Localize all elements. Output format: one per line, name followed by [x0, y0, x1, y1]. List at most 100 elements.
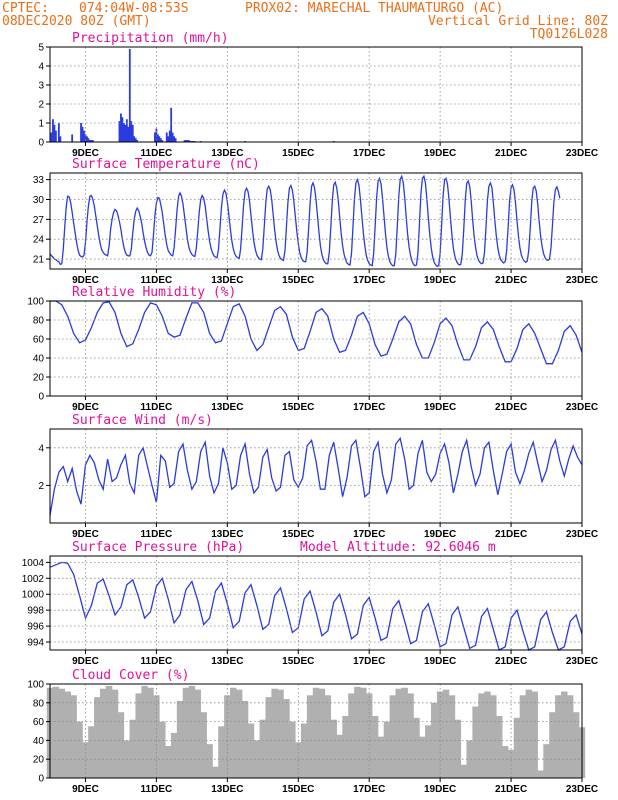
cloud-cover-bar [419, 736, 426, 778]
wind-xtick-label: 9DEC [72, 529, 99, 540]
cloud-cover-bar [561, 691, 568, 778]
cloud-cover-bar [141, 685, 148, 778]
precip-bar [168, 130, 171, 142]
precip-bar [83, 130, 85, 142]
precip-bar [55, 130, 57, 142]
cloud-cover-bar [176, 700, 184, 778]
header-station: PROX02: MARECHAL THAUMATURGO (AC) [245, 1, 503, 16]
wind-xtick-label: 15DEC [282, 529, 314, 540]
precip-bar [53, 124, 56, 142]
wind-ytick-label: 4 [38, 443, 44, 454]
cloud-title: Cloud Cover (%) [72, 668, 189, 683]
cloud-cover-bar [300, 723, 308, 778]
cloud-cover-bar [519, 695, 527, 778]
precip-bar [118, 121, 121, 142]
temp-ytick-label: 30 [33, 195, 45, 206]
precip-bar [71, 134, 74, 142]
precip-bar [89, 140, 91, 142]
pres-title: Surface Pressure (hPa) [72, 540, 244, 555]
pres-xtick-label: 15DEC [282, 656, 314, 667]
precip-xtick-label: 23DEC [566, 148, 598, 159]
rh-ytick-label: 20 [33, 373, 45, 384]
cloud-xtick-label: 17DEC [353, 784, 385, 795]
cloud-ytick-label: 0 [38, 774, 44, 785]
precip-bar [134, 138, 137, 142]
pres-xtick-label: 19DEC [424, 656, 456, 667]
precip-bar [127, 126, 130, 142]
cloud-cover-bar [383, 721, 391, 778]
cloud-cover-bar [490, 695, 497, 778]
cloud-cover-bar [58, 688, 66, 778]
wind-title: Surface Wind (m/s) [72, 413, 213, 428]
precip-bar [120, 113, 122, 142]
cloud-cover-bar [194, 689, 202, 778]
pres-panel: Surface Pressure (hPa) Model Altitude: 92… [22, 540, 598, 667]
cloud-cover-bar [555, 695, 562, 778]
pres-xtick-label: 9DEC [72, 656, 99, 667]
precip-bar [125, 119, 128, 142]
precip-bar [156, 134, 159, 142]
wind-panel: Surface Wind (m/s) 2 4 9DEC 11DEC 13DEC 15DEC 1… [38, 413, 598, 540]
rh-frame [49, 300, 583, 397]
precip-xtick-label: 15DEC [282, 148, 314, 159]
cloud-cover-bar [543, 744, 550, 778]
precip-title: Precipitation (mm/h) [72, 31, 229, 46]
precip-bar [121, 117, 124, 142]
cloud-cover-bar [531, 691, 538, 778]
cloud-cover-bar [507, 749, 515, 778]
rh-ytick-label: 0 [38, 392, 44, 403]
cloud-cover-bar [241, 700, 249, 778]
precip-xtick-label: 11DEC [141, 148, 173, 159]
cloud-cover-bar [271, 688, 278, 778]
cloud-cover-bar [478, 693, 485, 778]
precip-bar [154, 132, 156, 142]
cloud-cover-bar [52, 686, 60, 778]
cloud-cover-bar [413, 717, 420, 778]
precip-bar [185, 140, 187, 142]
cloud-xtick-label: 21DEC [495, 784, 527, 795]
cloud-cover-bar [354, 686, 361, 778]
cloud-cover-bar [170, 732, 178, 778]
temp-xtick-label: 21DEC [495, 275, 527, 286]
cloud-cover-bar [105, 685, 113, 778]
temp-xtick-label: 13DEC [211, 275, 243, 286]
precip-bar [186, 140, 189, 142]
precip-bar [80, 123, 82, 142]
cloud-cover-bar [206, 744, 213, 778]
precip-bar [183, 140, 186, 142]
header: CPTEC: 074:04W-08:53S PROX02: MARECHAL T… [2, 1, 608, 42]
precip-bar [173, 136, 176, 142]
cloud-xtick-label: 11DEC [141, 784, 173, 795]
precip-bar [159, 138, 162, 142]
precip-bar [50, 132, 53, 142]
precip-bar [128, 48, 131, 142]
cloud-cover-bar [117, 712, 125, 778]
header-coordinates: 074:04W-08:53S [79, 1, 189, 16]
cloud-cover-bar [230, 687, 237, 778]
cloud-cover-bar [330, 719, 337, 778]
cloud-cover-bar [371, 715, 379, 778]
cloud-cover-bar [99, 688, 107, 778]
temp-xtick-label: 11DEC [141, 275, 173, 286]
cloud-cover-bar [64, 691, 71, 778]
precip-ytick-label: 0 [38, 138, 44, 149]
cloud-cover-bar [549, 712, 556, 778]
cloud-xtick-label: 13DEC [211, 784, 243, 795]
cloud-cover-bar [425, 725, 432, 778]
cloud-cover-bar [306, 695, 314, 778]
precip-xtick-label: 21DEC [495, 148, 527, 159]
precip-bar [57, 123, 60, 142]
precip-bar [130, 121, 133, 142]
precip-frame [49, 46, 583, 143]
rh-series-line [50, 300, 583, 365]
cloud-cover-bar [324, 695, 332, 778]
cloud-cover-bar [188, 685, 196, 778]
precip-bar [161, 140, 164, 142]
cloud-cover-bar [182, 687, 190, 778]
rh-xtick-label: 23DEC [566, 402, 598, 413]
cloud-cover-bar [365, 693, 373, 778]
pres-series-line [49, 561, 583, 651]
precip-bar [124, 124, 127, 142]
cloud-cover-bar [513, 717, 521, 778]
pres-xtick-label: 13DEC [211, 656, 243, 667]
